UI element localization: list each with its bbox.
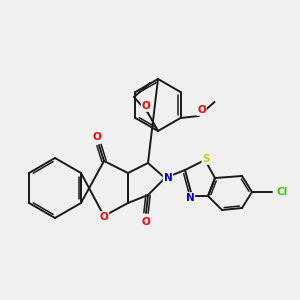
Text: O: O xyxy=(93,132,101,142)
Text: O: O xyxy=(197,105,206,115)
Text: O: O xyxy=(100,212,108,222)
Text: N: N xyxy=(186,193,194,203)
Text: N: N xyxy=(164,173,172,183)
Text: O: O xyxy=(142,217,150,227)
Text: Cl: Cl xyxy=(276,187,288,197)
Text: O: O xyxy=(142,101,150,111)
Text: S: S xyxy=(202,154,210,164)
